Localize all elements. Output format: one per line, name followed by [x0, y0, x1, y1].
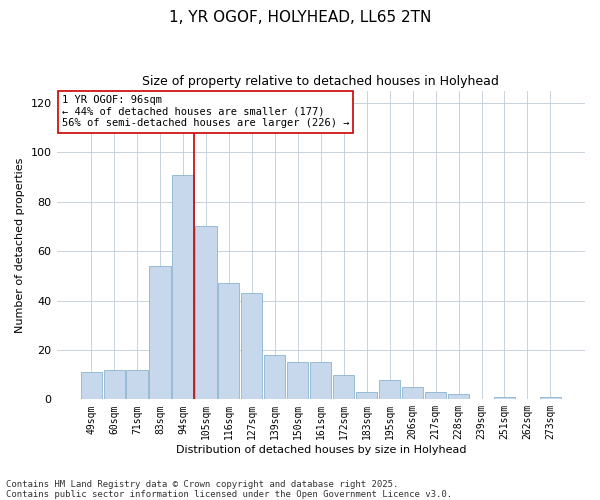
Text: 1 YR OGOF: 96sqm
← 44% of detached houses are smaller (177)
56% of semi-detached: 1 YR OGOF: 96sqm ← 44% of detached house…	[62, 95, 349, 128]
Bar	[425, 392, 446, 400]
Bar	[448, 394, 469, 400]
Bar	[149, 266, 170, 400]
Bar	[264, 355, 286, 400]
Bar	[310, 362, 331, 400]
Bar	[494, 397, 515, 400]
Bar	[104, 370, 125, 400]
Bar	[540, 397, 561, 400]
Text: Contains HM Land Registry data © Crown copyright and database right 2025.
Contai: Contains HM Land Registry data © Crown c…	[6, 480, 452, 499]
Title: Size of property relative to detached houses in Holyhead: Size of property relative to detached ho…	[142, 75, 499, 88]
X-axis label: Distribution of detached houses by size in Holyhead: Distribution of detached houses by size …	[176, 445, 466, 455]
Y-axis label: Number of detached properties: Number of detached properties	[15, 158, 25, 332]
Bar	[287, 362, 308, 400]
Bar	[196, 226, 217, 400]
Bar	[172, 174, 194, 400]
Bar	[333, 374, 354, 400]
Bar	[218, 283, 239, 400]
Bar	[402, 387, 423, 400]
Bar	[80, 372, 101, 400]
Text: 1, YR OGOF, HOLYHEAD, LL65 2TN: 1, YR OGOF, HOLYHEAD, LL65 2TN	[169, 10, 431, 25]
Bar	[379, 380, 400, 400]
Bar	[241, 293, 262, 400]
Bar	[356, 392, 377, 400]
Bar	[127, 370, 148, 400]
